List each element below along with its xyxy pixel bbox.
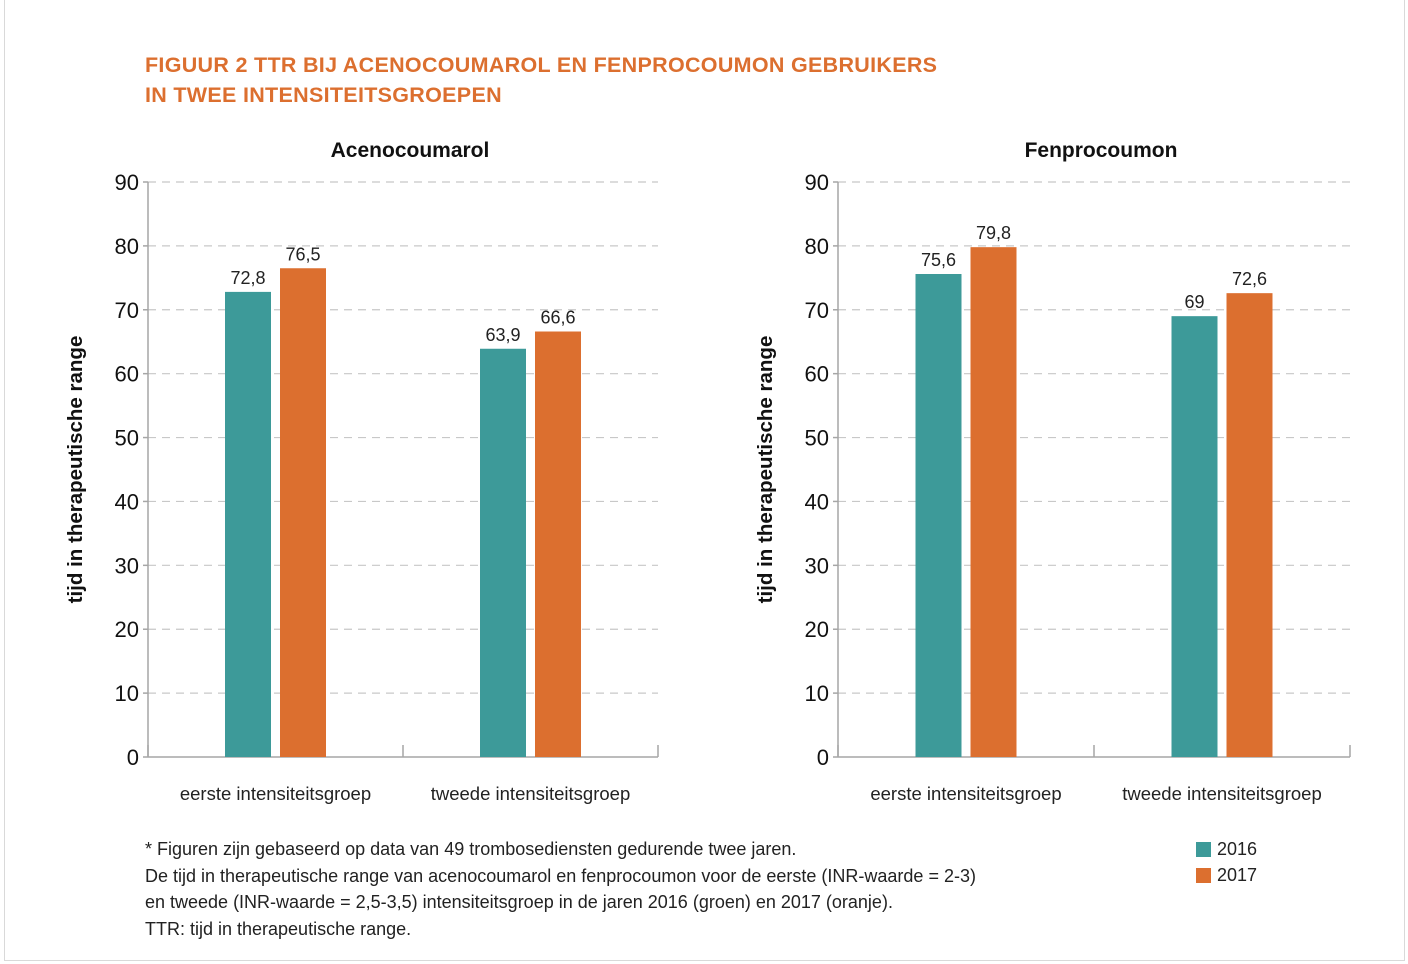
chart-1-data-label-2017-1: 76,5 [285, 244, 320, 264]
chart-1-y-tick-label: 90 [115, 170, 139, 195]
figure-title: FIGUUR 2 TTR BIJ ACENOCOUMAROL EN FENPRO… [145, 50, 1145, 110]
chart-1-data-label-2017-2: 66,6 [540, 308, 575, 328]
chart-2-x-category-label: tweede intensiteitsgroep [1122, 783, 1322, 804]
footnote-line-1: * Figuren zijn gebaseerd op data van 49 … [145, 839, 797, 859]
chart-2-title: Fenprocoumon [1025, 139, 1178, 162]
legend-item-2017: 2017 [1196, 863, 1257, 890]
chart-2-y-tick-label: 30 [805, 553, 829, 578]
footnote-line-4: TTR: tijd in therapeutische range. [145, 918, 412, 939]
chart-2-y-tick-label: 70 [805, 298, 829, 323]
chart-1-y-tick-label: 60 [115, 362, 139, 387]
legend-swatch-2016 [1196, 841, 1211, 857]
chart-2-data-label-2017-1: 79,8 [976, 223, 1011, 243]
legend-swatch-2017 [1196, 868, 1211, 884]
figure-frame [4, 0, 1405, 961]
chart-2-bar-2017-2 [1226, 293, 1273, 757]
chart-1-y-tick-label: 10 [115, 681, 139, 706]
chart-2-y-tick-label: 0 [817, 745, 829, 770]
figure-title-line-2: IN TWEE INTENSITEITSGROEPEN [145, 83, 502, 107]
footnote-line-2: De tijd in therapeutische range van acen… [145, 865, 976, 886]
chart-1-y-tick-label: 50 [115, 426, 139, 451]
chart-1-data-label-2016-2: 63,9 [485, 325, 520, 345]
chart-2-bar-2016-2 [1171, 316, 1218, 757]
legend-label-2016: 2016 [1217, 838, 1258, 859]
chart-2-bar-2016-1 [915, 274, 962, 757]
chart-1-bar-2017-1 [280, 268, 326, 757]
chart-2-y-tick-label: 10 [805, 681, 829, 706]
chart-1-y-tick-label: 0 [127, 745, 139, 770]
chart-2-y-tick-label: 50 [805, 426, 829, 451]
chart-1-y-tick-label: 30 [115, 553, 139, 578]
chart-1-y-tick-label: 70 [115, 298, 139, 323]
chart-2-data-label-2017-2: 72,6 [1232, 269, 1267, 289]
chart-2-data-label-2016-2: 69 [1184, 292, 1204, 312]
chart-2-data-label-2016-1: 75,6 [921, 250, 956, 270]
chart-1-y-axis-label: tijd in therapeutische range [64, 336, 87, 604]
chart-1-y-tick-label: 20 [115, 617, 139, 642]
chart-1-data-label-2016-1: 72,8 [230, 268, 265, 288]
chart-1-bar-2017-2 [535, 331, 581, 757]
chart-2-y-tick-label: 90 [805, 170, 829, 195]
chart-1-bar-2016-1 [225, 291, 271, 757]
chart-1-y-tick-label: 80 [115, 234, 139, 259]
chart-1-x-category-label: eerste intensiteitsgroep [180, 783, 371, 804]
chart-2-bar-2017-1 [970, 247, 1017, 757]
footnote-line-3: en tweede (INR-waarde = 2,5-3,5) intensi… [145, 892, 893, 912]
chart-2-y-tick-label: 20 [805, 617, 829, 642]
chart-1-title: Acenocoumarol [331, 139, 490, 162]
chart-2-x-category-label: eerste intensiteitsgroep [870, 783, 1061, 804]
chart-1-x-category-label: tweede intensiteitsgroep [431, 783, 631, 804]
legend-item-2016: 2016 [1196, 836, 1257, 863]
footnotes: * Figuren zijn gebaseerd op data van 49 … [145, 836, 1145, 942]
legend-label-2017: 2017 [1217, 865, 1258, 886]
chart-2-y-axis-label: tijd in therapeutische range [754, 336, 777, 604]
figure-title-line-1: FIGUUR 2 TTR BIJ ACENOCOUMAROL EN FENPRO… [145, 53, 938, 77]
chart-1-y-tick-label: 40 [115, 489, 139, 514]
chart-2-y-tick-label: 60 [805, 362, 829, 387]
chart-2-y-tick-label: 80 [805, 234, 829, 259]
chart-1-bar-2016-2 [480, 348, 526, 757]
legend: 2016 2017 [1196, 836, 1257, 889]
chart-2-y-tick-label: 40 [805, 489, 829, 514]
